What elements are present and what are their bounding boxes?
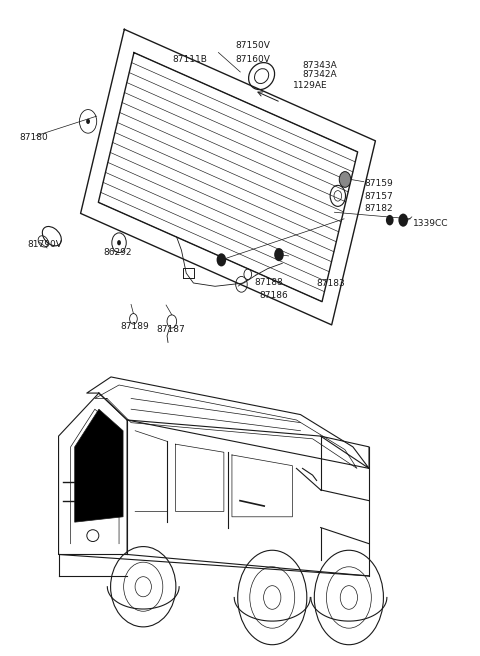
- Text: 87159: 87159: [365, 179, 394, 188]
- Text: 1339CC: 1339CC: [413, 218, 448, 228]
- Circle shape: [274, 248, 284, 261]
- Text: 87182: 87182: [365, 204, 394, 213]
- Text: 87157: 87157: [365, 192, 394, 201]
- Text: 87342A: 87342A: [302, 70, 337, 79]
- Circle shape: [386, 215, 394, 226]
- Text: 81790V: 81790V: [28, 239, 63, 249]
- Circle shape: [398, 214, 408, 227]
- Text: 87343A: 87343A: [302, 61, 337, 70]
- Text: 1129AE: 1129AE: [293, 81, 327, 90]
- Text: 87187: 87187: [156, 325, 185, 334]
- Text: 87186: 87186: [259, 291, 288, 300]
- Text: 87183: 87183: [317, 279, 346, 288]
- Text: 87188: 87188: [254, 277, 283, 287]
- Circle shape: [216, 253, 226, 266]
- Text: 86292: 86292: [103, 248, 132, 257]
- Circle shape: [339, 172, 351, 188]
- Polygon shape: [75, 409, 123, 522]
- Text: 87189: 87189: [120, 322, 149, 331]
- Text: 87180: 87180: [19, 133, 48, 142]
- Circle shape: [86, 119, 90, 124]
- Text: 87160V: 87160V: [235, 54, 270, 64]
- Text: 87150V: 87150V: [235, 41, 270, 51]
- Text: 87111B: 87111B: [173, 54, 208, 64]
- Circle shape: [117, 240, 121, 245]
